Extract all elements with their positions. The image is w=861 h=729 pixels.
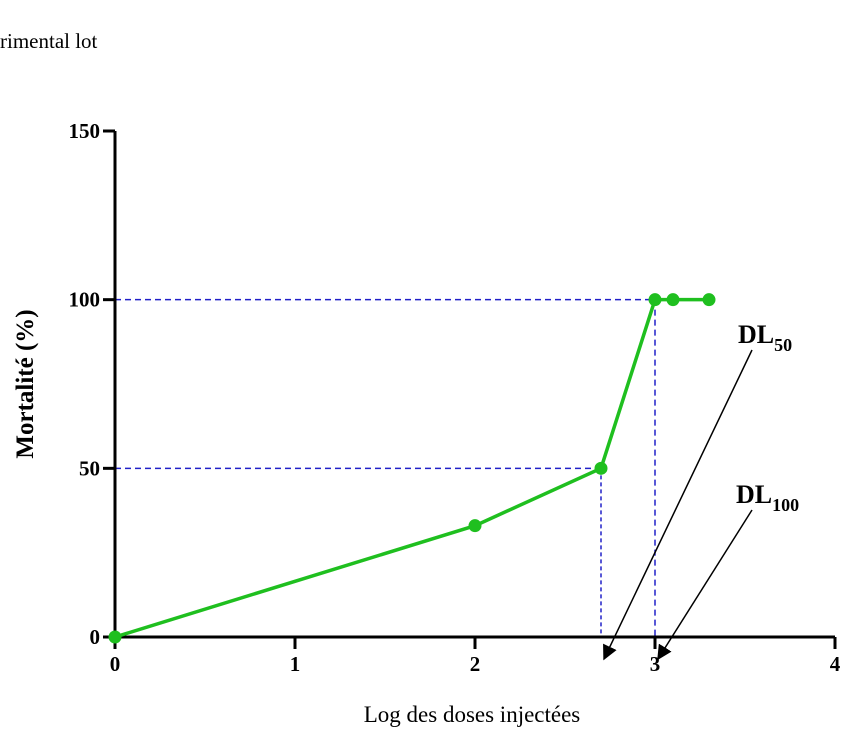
x-tick-label: 1 xyxy=(290,652,301,676)
point xyxy=(667,293,680,306)
series-line xyxy=(115,300,709,637)
x-tick-label: 0 xyxy=(110,652,121,676)
point xyxy=(649,293,662,306)
arrow xyxy=(604,350,752,659)
point xyxy=(595,462,608,475)
y-tick-label: 50 xyxy=(79,456,100,480)
point xyxy=(703,293,716,306)
annotation: DL50 xyxy=(738,320,792,355)
point xyxy=(469,519,482,532)
x-tick-label: 3 xyxy=(650,652,661,676)
x-tick-label: 4 xyxy=(830,652,841,676)
point xyxy=(109,631,122,644)
y-tick-label: 100 xyxy=(69,288,101,312)
x-axis-label: Log des doses injectées xyxy=(364,702,581,727)
x-tick-label: 2 xyxy=(470,652,481,676)
annotation: DL100 xyxy=(736,480,799,515)
y-tick-label: 150 xyxy=(69,119,101,143)
y-axis-label: Mortalité (%) xyxy=(12,309,39,458)
chart: rimental lot Log des doses injectées Mor… xyxy=(0,0,861,729)
header: rimental lot xyxy=(0,29,98,53)
y-tick-label: 0 xyxy=(90,625,101,649)
